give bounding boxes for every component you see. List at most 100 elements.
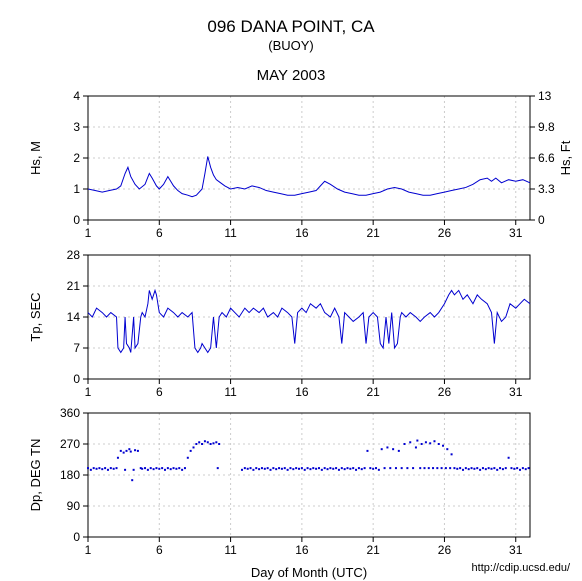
panel3-point bbox=[117, 457, 119, 459]
panel3-point bbox=[327, 468, 329, 470]
ytick-label: 1 bbox=[73, 182, 80, 196]
panel3-point bbox=[247, 468, 249, 470]
panel3-point bbox=[429, 442, 431, 444]
panel3-point bbox=[416, 440, 418, 442]
panel3-point bbox=[270, 469, 272, 471]
panel3-point bbox=[298, 468, 300, 470]
panel3-point bbox=[386, 446, 388, 448]
panel3-point bbox=[329, 467, 331, 469]
panel3-point bbox=[307, 467, 309, 469]
panel3-point bbox=[508, 457, 510, 459]
panel3-point bbox=[124, 469, 126, 471]
panel3-point bbox=[201, 443, 203, 445]
panel3-point bbox=[505, 467, 507, 469]
panel3-point bbox=[341, 467, 343, 469]
panel3-point bbox=[173, 467, 175, 469]
panel3-point bbox=[258, 468, 260, 470]
panel3-point bbox=[287, 469, 289, 471]
ytick-label-r: 0 bbox=[538, 213, 545, 227]
panel3-point bbox=[516, 467, 518, 469]
panel3-point bbox=[473, 468, 475, 470]
title-sub: (BUOY) bbox=[268, 38, 314, 53]
panel3-point bbox=[438, 443, 440, 445]
ytick-label: 4 bbox=[73, 89, 80, 103]
panel3-point bbox=[449, 467, 451, 469]
title-main: 096 DANA POINT, CA bbox=[207, 17, 375, 36]
panel3-point bbox=[215, 441, 217, 443]
panel3-point bbox=[392, 448, 394, 450]
panel3-point bbox=[198, 441, 200, 443]
panel3-point bbox=[141, 468, 143, 470]
panel3-point bbox=[116, 467, 118, 469]
panel3-point bbox=[133, 469, 135, 471]
panel3-point bbox=[462, 469, 464, 471]
panel3-point bbox=[491, 468, 493, 470]
xtick-label: 26 bbox=[438, 543, 452, 557]
xtick-label: 11 bbox=[224, 385, 237, 399]
panel3-point bbox=[175, 468, 177, 470]
panel3-point bbox=[499, 467, 501, 469]
panel3-point bbox=[255, 467, 257, 469]
ytick-label: 0 bbox=[73, 530, 80, 544]
xtick-label: 31 bbox=[509, 543, 523, 557]
panel3-point bbox=[421, 443, 423, 445]
ytick-label: 0 bbox=[73, 372, 80, 386]
panel3-point bbox=[375, 467, 377, 469]
panel3-point bbox=[107, 469, 109, 471]
panel3-point bbox=[292, 468, 294, 470]
xtick-label: 1 bbox=[85, 543, 92, 557]
panel3-point bbox=[309, 468, 311, 470]
panel3-point bbox=[210, 443, 212, 445]
panel3-point bbox=[110, 467, 112, 469]
panel3-point bbox=[204, 440, 206, 442]
panel1-ylabel-r: Hs, Ft bbox=[558, 140, 573, 175]
ytick-label: 7 bbox=[73, 341, 80, 355]
xtick-label: 11 bbox=[224, 226, 237, 240]
ytick-label: 28 bbox=[67, 248, 81, 262]
panel1-series bbox=[88, 156, 530, 196]
panel3-point bbox=[324, 467, 326, 469]
panel3-point bbox=[493, 467, 495, 469]
panel3-point bbox=[155, 467, 157, 469]
ytick-label: 360 bbox=[60, 406, 80, 420]
panel3-point bbox=[441, 467, 443, 469]
panel3-point bbox=[90, 469, 92, 471]
panel3-point bbox=[335, 467, 337, 469]
panel3-point bbox=[369, 467, 371, 469]
panel3-point bbox=[446, 448, 448, 450]
panel3-point bbox=[482, 467, 484, 469]
panel2-ylabel: Tp, SEC bbox=[28, 292, 43, 341]
panel3-point bbox=[212, 442, 214, 444]
panel3-point bbox=[366, 450, 368, 452]
ytick-label-r: 6.6 bbox=[538, 151, 555, 165]
panel3-point bbox=[96, 468, 98, 470]
panel3-point bbox=[261, 467, 263, 469]
panel3-point bbox=[158, 468, 160, 470]
panel3-point bbox=[164, 469, 166, 471]
xtick-label: 31 bbox=[509, 226, 523, 240]
panel3-point bbox=[144, 467, 146, 469]
panel3-point bbox=[432, 467, 434, 469]
panel3-point bbox=[513, 468, 515, 470]
panel3-point bbox=[488, 467, 490, 469]
ytick-label-r: 9.8 bbox=[538, 120, 555, 134]
ytick-label: 14 bbox=[67, 310, 81, 324]
xtick-label: 21 bbox=[366, 385, 380, 399]
panel3-point bbox=[170, 468, 172, 470]
panel3-point bbox=[433, 440, 435, 442]
panel3-point bbox=[87, 467, 89, 469]
panel3-point bbox=[272, 467, 274, 469]
panel3-point bbox=[128, 448, 130, 450]
panel3-point bbox=[338, 469, 340, 471]
panel3-point bbox=[456, 468, 458, 470]
panel3-point bbox=[502, 468, 504, 470]
panel3-point bbox=[184, 467, 186, 469]
panel3-point bbox=[398, 450, 400, 452]
panel3-point bbox=[187, 457, 189, 459]
ytick-label: 21 bbox=[67, 279, 81, 293]
panel3-point bbox=[344, 468, 346, 470]
xtick-label: 1 bbox=[85, 226, 92, 240]
panel3-point bbox=[528, 467, 530, 469]
ytick-label-r: 13 bbox=[538, 89, 552, 103]
panel3-point bbox=[193, 446, 195, 448]
